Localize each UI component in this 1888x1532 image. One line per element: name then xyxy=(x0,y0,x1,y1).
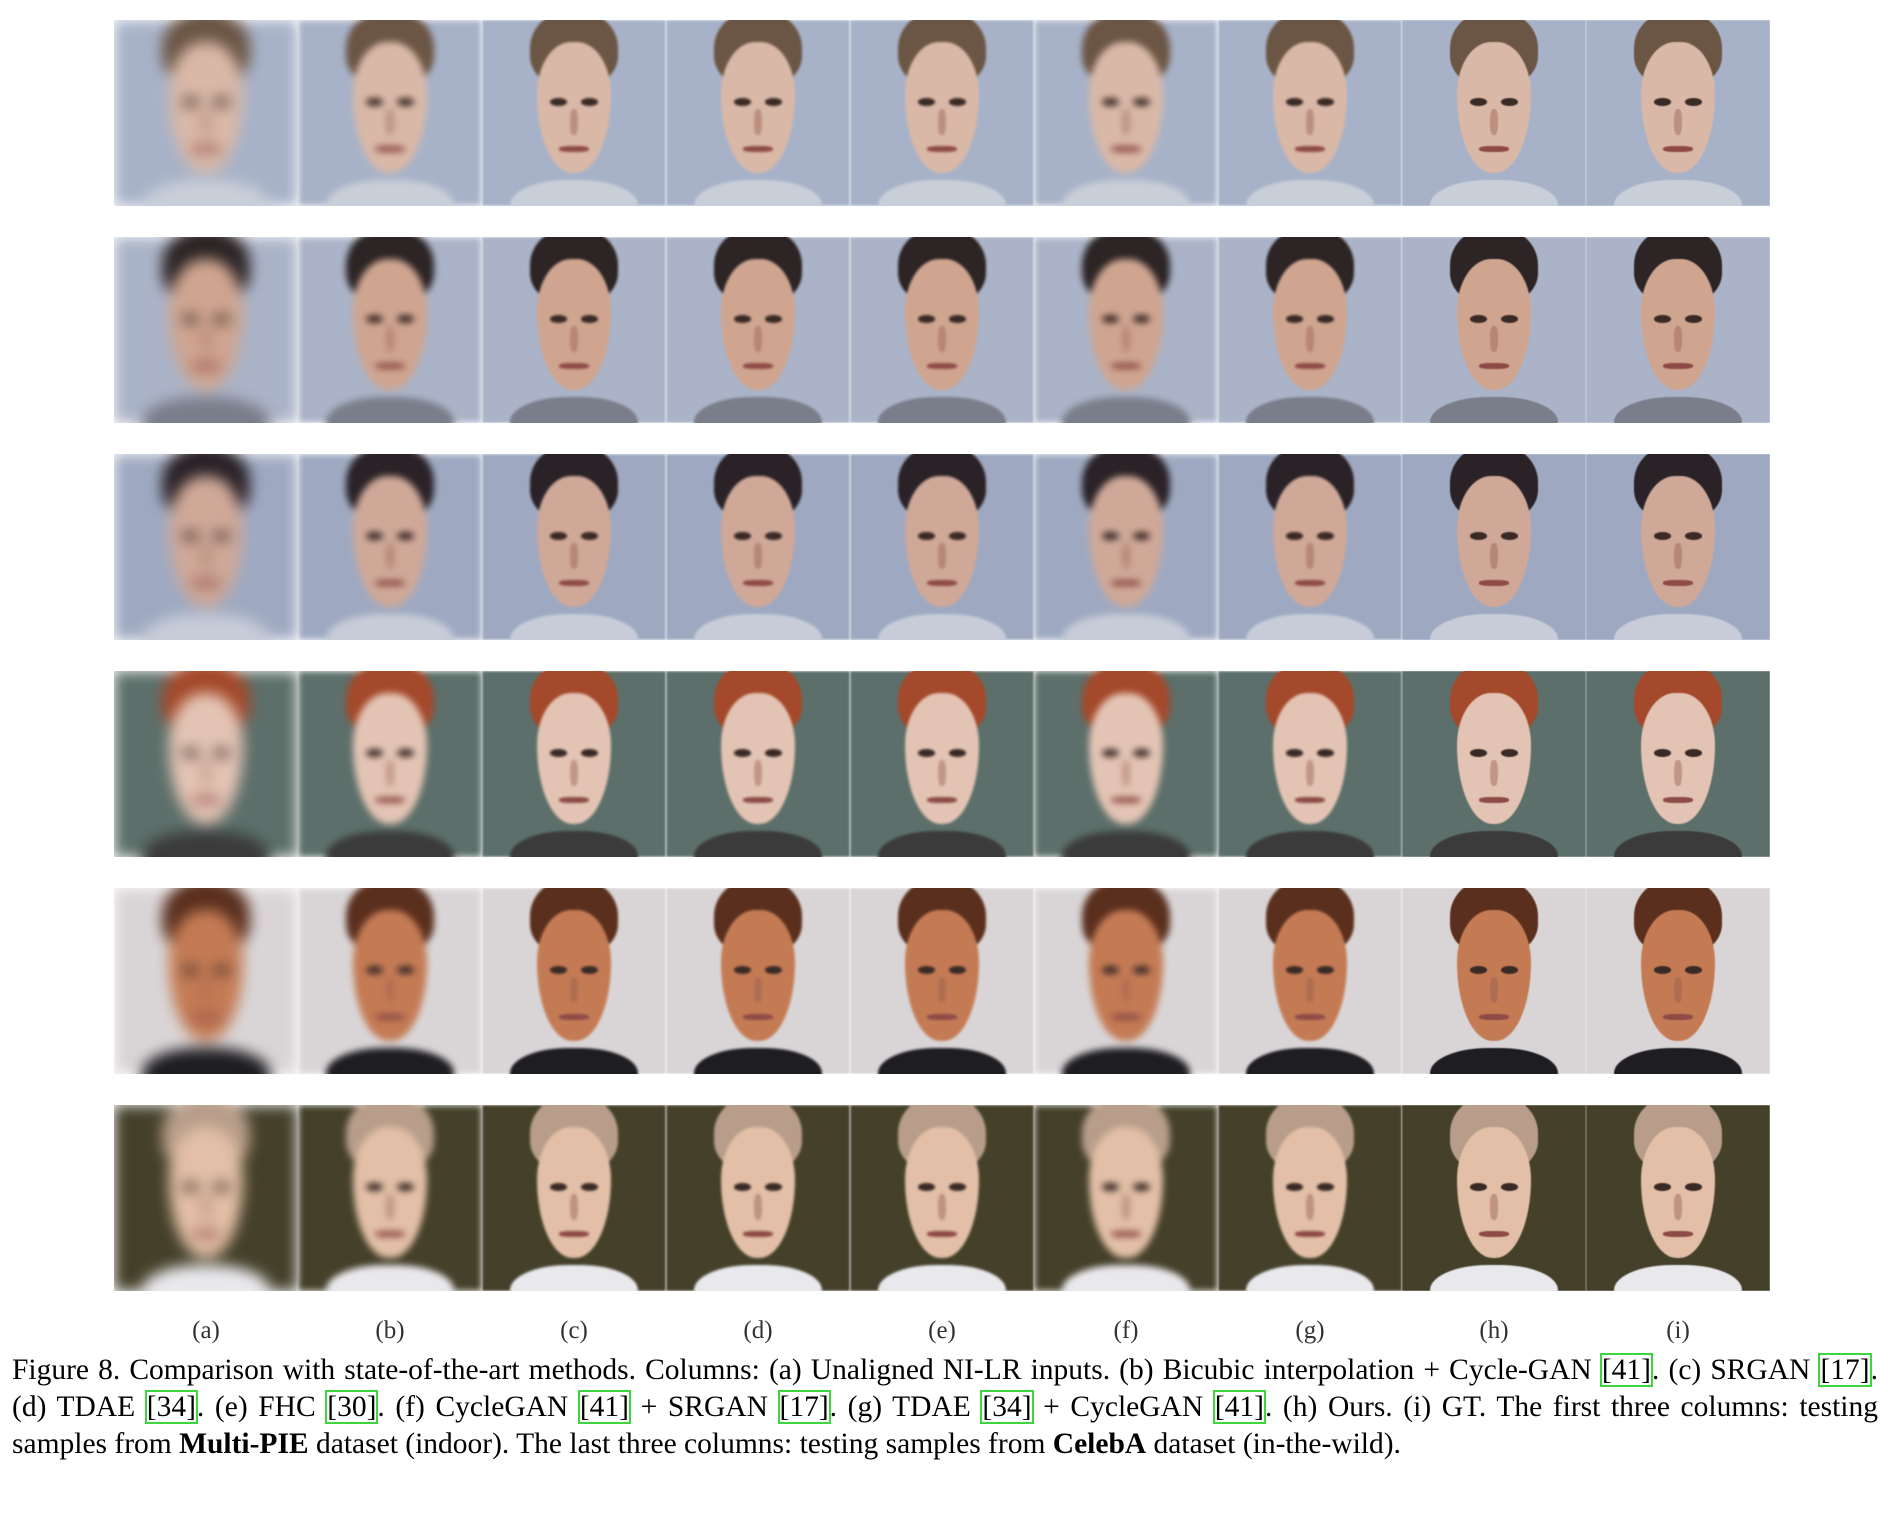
face-image xyxy=(1586,454,1770,640)
face-image xyxy=(850,454,1034,640)
citation-link[interactable]: [34] xyxy=(144,1390,198,1424)
face-image xyxy=(482,454,666,640)
column-label-b: (b) xyxy=(375,1317,405,1344)
face-image xyxy=(1402,237,1586,423)
face-image xyxy=(298,237,482,423)
face-row xyxy=(114,20,1770,206)
face-image xyxy=(482,1105,666,1291)
face-image xyxy=(114,454,298,640)
face-image xyxy=(1218,237,1402,423)
face-image xyxy=(114,20,298,206)
face-image xyxy=(850,888,1034,1074)
face-image xyxy=(1402,1105,1586,1291)
face-image xyxy=(1034,888,1218,1074)
column-label-g: (g) xyxy=(1295,1317,1325,1344)
face-image xyxy=(1586,888,1770,1074)
face-image xyxy=(1218,671,1402,857)
face-image xyxy=(1586,20,1770,206)
face-image xyxy=(1218,1105,1402,1291)
face-row xyxy=(114,237,1770,423)
citation-link[interactable]: [30] xyxy=(325,1390,379,1424)
face-row xyxy=(114,1105,1770,1291)
column-labels: (a) (b) (c) (d) (e) (f) (g) (h) (i) xyxy=(114,1317,1770,1345)
face-image xyxy=(666,671,850,857)
face-image xyxy=(114,237,298,423)
figure-caption: Figure 8. Comparison with state-of-the-a… xyxy=(12,1352,1878,1463)
face-image xyxy=(1402,671,1586,857)
figure-label: Figure 8. xyxy=(12,1354,121,1386)
face-image xyxy=(114,1105,298,1291)
face-image xyxy=(850,237,1034,423)
face-image xyxy=(298,20,482,206)
face-comparison-grid xyxy=(114,20,1770,1291)
face-image xyxy=(666,1105,850,1291)
face-image xyxy=(850,1105,1034,1291)
column-label-h: (h) xyxy=(1479,1317,1509,1344)
face-image xyxy=(298,888,482,1074)
caption-text: Comparison with state-of-the-art methods… xyxy=(120,1354,1601,1386)
citation-link[interactable]: [17] xyxy=(1818,1353,1872,1387)
face-image xyxy=(1586,671,1770,857)
caption-text: + SRGAN xyxy=(630,1391,779,1423)
face-image xyxy=(114,671,298,857)
column-label-i: (i) xyxy=(1666,1317,1690,1344)
citation-link[interactable]: [17] xyxy=(777,1390,831,1424)
caption-text: . (g) TDAE xyxy=(829,1391,982,1423)
face-image xyxy=(114,888,298,1074)
face-image xyxy=(1218,454,1402,640)
face-image xyxy=(1034,671,1218,857)
face-image xyxy=(482,671,666,857)
column-label-e: (e) xyxy=(928,1317,956,1344)
citation-link[interactable]: [41] xyxy=(1599,1353,1654,1387)
column-label-c: (c) xyxy=(560,1317,588,1344)
face-image xyxy=(482,237,666,423)
face-image xyxy=(1218,888,1402,1074)
face-row xyxy=(114,454,1770,640)
face-image xyxy=(1586,1105,1770,1291)
caption-text: . (e) FHC xyxy=(196,1391,327,1423)
column-label-f: (f) xyxy=(1113,1317,1139,1344)
face-image xyxy=(1034,454,1218,640)
column-label-d: (d) xyxy=(743,1317,773,1344)
face-image xyxy=(1034,1105,1218,1291)
face-image xyxy=(1586,237,1770,423)
face-image xyxy=(1034,20,1218,206)
face-image xyxy=(298,671,482,857)
face-row xyxy=(114,671,1770,857)
citation-link[interactable]: [34] xyxy=(980,1390,1034,1424)
face-image xyxy=(482,888,666,1074)
face-image xyxy=(850,671,1034,857)
caption-text: . (f) CycleGAN xyxy=(377,1391,579,1423)
face-image xyxy=(1402,888,1586,1074)
caption-text: . (c) SRGAN xyxy=(1652,1354,1820,1386)
face-image xyxy=(666,888,850,1074)
face-image xyxy=(298,1105,482,1291)
face-image xyxy=(482,20,666,206)
dataset-name-celeba: CelebA xyxy=(1052,1428,1147,1460)
face-image xyxy=(298,454,482,640)
face-image xyxy=(1402,20,1586,206)
face-image xyxy=(850,20,1034,206)
face-image xyxy=(1034,237,1218,423)
face-image xyxy=(1402,454,1586,640)
citation-link[interactable]: [41] xyxy=(1212,1390,1266,1424)
caption-text: dataset (in-the-wild). xyxy=(1146,1428,1401,1460)
caption-text: . (d) TDAE xyxy=(12,1354,1878,1423)
face-image xyxy=(666,237,850,423)
caption-text: dataset (indoor). The last three columns… xyxy=(308,1428,1053,1460)
dataset-name-multipie: Multi-PIE xyxy=(179,1428,309,1460)
face-image xyxy=(1218,20,1402,206)
face-row xyxy=(114,888,1770,1074)
caption-text: + CycleGAN xyxy=(1032,1391,1214,1423)
face-image xyxy=(666,20,850,206)
face-image xyxy=(666,454,850,640)
caption-text: . (h) Ours. (i) GT. The first three colu… xyxy=(12,1391,1878,1460)
citation-link[interactable]: [41] xyxy=(577,1390,632,1424)
column-label-a: (a) xyxy=(192,1317,220,1344)
